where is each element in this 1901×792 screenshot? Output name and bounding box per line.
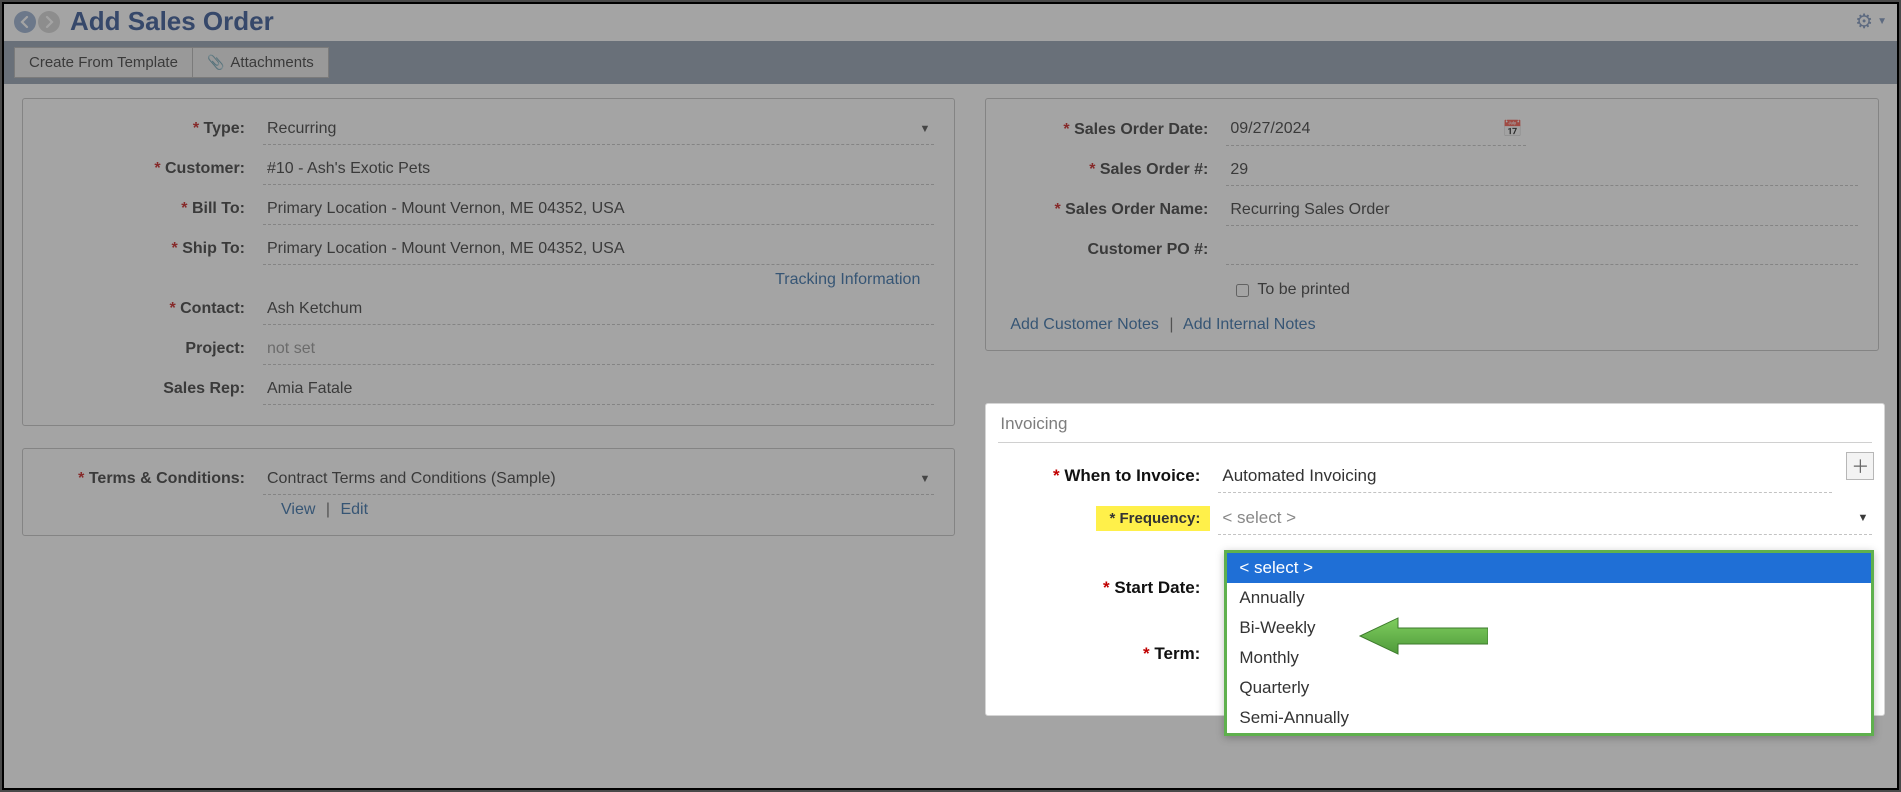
order-name-value: Recurring Sales Order <box>1230 201 1389 219</box>
order-number-input[interactable]: 29 <box>1226 155 1858 186</box>
terms-select[interactable]: Contract Terms and Conditions (Sample) ▼ <box>263 464 934 495</box>
create-from-template-button[interactable]: Create From Template <box>14 47 193 78</box>
order-name-input[interactable]: Recurring Sales Order <box>1226 195 1858 226</box>
billto-value: Primary Location - Mount Vernon, ME 0435… <box>267 200 625 218</box>
paperclip-icon: 📎 <box>207 54 224 71</box>
add-invoicing-rule-button[interactable]: ＋ <box>1846 452 1874 480</box>
frequency-select[interactable]: < select > ▼ <box>1218 502 1872 535</box>
settings-menu[interactable]: ⚙ ▼ <box>1855 9 1887 34</box>
frequency-option-quarterly[interactable]: Quarterly <box>1227 673 1871 703</box>
billto-field[interactable]: Primary Location - Mount Vernon, ME 0435… <box>263 194 934 225</box>
customer-label: Customer: <box>43 160 263 178</box>
type-value: Recurring <box>267 120 336 138</box>
terms-view-link[interactable]: View <box>281 501 315 518</box>
shipto-label: Ship To: <box>43 240 263 258</box>
frequency-option-select[interactable]: < select > <box>1227 553 1871 583</box>
project-label: Project: <box>43 340 263 358</box>
separator: | <box>1169 316 1173 333</box>
invoicing-title: Invoicing <box>998 414 1872 443</box>
to-be-printed-checkbox[interactable] <box>1236 284 1249 297</box>
customer-po-input[interactable] <box>1226 235 1858 265</box>
shipto-value: Primary Location - Mount Vernon, ME 0435… <box>267 240 625 258</box>
customer-po-label: Customer PO #: <box>1006 241 1226 259</box>
customer-field[interactable]: #10 - Ash's Exotic Pets <box>263 154 934 185</box>
terms-label: Terms & Conditions: <box>43 470 263 488</box>
project-value: not set <box>267 340 315 358</box>
frequency-option-monthly[interactable]: Monthly <box>1227 643 1871 673</box>
when-to-invoice-value: Automated Invoicing <box>1222 466 1376 486</box>
to-be-printed-row: To be printed <box>1226 275 1858 305</box>
attachments-button[interactable]: 📎 Attachments <box>193 47 329 78</box>
order-date-label: Sales Order Date: <box>1006 121 1226 139</box>
separator: | <box>326 501 330 518</box>
attachments-label: Attachments <box>230 54 313 71</box>
frequency-option-semiannually[interactable]: Semi-Annually <box>1227 703 1871 733</box>
contact-label: Contact: <box>43 300 263 318</box>
order-meta-card: Sales Order Date: 09/27/2024 📅 Sales Ord… <box>985 98 1879 351</box>
order-number-value: 29 <box>1230 161 1248 179</box>
frequency-option-annually[interactable]: Annually <box>1227 583 1871 613</box>
order-number-label: Sales Order #: <box>1006 161 1226 179</box>
add-customer-notes-link[interactable]: Add Customer Notes <box>1010 316 1159 333</box>
nav-back-icon[interactable] <box>14 11 36 33</box>
create-from-template-label: Create From Template <box>29 54 178 71</box>
frequency-label: * Frequency: <box>1096 506 1211 531</box>
chevron-down-icon: ▼ <box>1877 16 1887 27</box>
salesrep-label: Sales Rep: <box>43 380 263 398</box>
when-to-invoice-select[interactable]: Automated Invoicing <box>1218 460 1832 493</box>
order-name-label: Sales Order Name: <box>1006 201 1226 219</box>
frequency-dropdown: < select > Annually Bi-Weekly Monthly Qu… <box>1224 550 1874 736</box>
project-field[interactable]: not set <box>263 334 934 365</box>
frequency-placeholder: < select > <box>1222 508 1296 528</box>
contact-field[interactable]: Ash Ketchum <box>263 294 934 325</box>
shipto-field[interactable]: Primary Location - Mount Vernon, ME 0435… <box>263 234 934 265</box>
tracking-info-link[interactable]: Tracking Information <box>775 271 920 288</box>
when-to-invoice-label: When to Invoice: <box>998 466 1218 486</box>
toolbar: Create From Template 📎 Attachments <box>4 41 1897 84</box>
billto-label: Bill To: <box>43 200 263 218</box>
contact-value: Ash Ketchum <box>267 300 362 318</box>
terms-edit-link[interactable]: Edit <box>340 501 368 518</box>
add-internal-notes-link[interactable]: Add Internal Notes <box>1183 316 1316 333</box>
salesrep-value: Amia Fatale <box>267 380 352 398</box>
calendar-icon[interactable]: 📅 <box>1502 119 1522 139</box>
page-header: Add Sales Order ⚙ ▼ <box>4 4 1897 41</box>
type-label: Type: <box>43 120 263 138</box>
callout-arrow-icon <box>1358 616 1488 656</box>
terms-value: Contract Terms and Conditions (Sample) <box>267 470 556 488</box>
chevron-down-icon: ▼ <box>919 123 930 135</box>
order-date-input[interactable]: 09/27/2024 📅 <box>1226 113 1526 146</box>
to-be-printed-label: To be printed <box>1257 281 1350 299</box>
salesrep-field[interactable]: Amia Fatale <box>263 374 934 405</box>
nav-forward-icon[interactable] <box>38 11 60 33</box>
order-details-card: Type: Recurring ▼ Customer: #10 - Ash's … <box>22 98 955 426</box>
term-label: Term: <box>998 644 1218 664</box>
frequency-option-biweekly[interactable]: Bi-Weekly <box>1227 613 1871 643</box>
gear-icon: ⚙ <box>1855 9 1873 34</box>
chevron-down-icon: ▼ <box>919 473 930 485</box>
page-title: Add Sales Order <box>70 6 274 37</box>
type-select[interactable]: Recurring ▼ <box>263 114 934 145</box>
chevron-down-icon: ▼ <box>1857 512 1868 524</box>
invoicing-card: Invoicing ＋ When to Invoice: Automated I… <box>985 403 1885 716</box>
plus-icon: ＋ <box>1851 453 1869 479</box>
start-date-label: Start Date: <box>998 578 1218 598</box>
customer-value: #10 - Ash's Exotic Pets <box>267 160 430 178</box>
terms-card: Terms & Conditions: Contract Terms and C… <box>22 448 955 536</box>
order-date-value: 09/27/2024 <box>1230 120 1310 138</box>
